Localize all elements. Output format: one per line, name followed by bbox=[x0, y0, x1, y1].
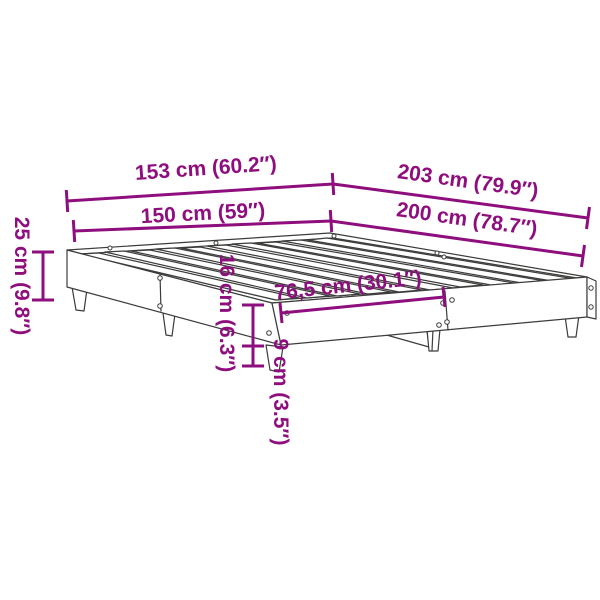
rail-and-clearance-dimension-line bbox=[242, 303, 264, 368]
center-support-foot bbox=[426, 328, 441, 352]
inner-length-dimension-line bbox=[330, 219, 586, 268]
leg-middle-left bbox=[162, 312, 176, 337]
slat bbox=[180, 246, 423, 293]
rail-height-label: 16 cm (6.3″) bbox=[215, 254, 238, 373]
overall-width-label: 153 cm (60.2″) bbox=[134, 152, 277, 185]
overall-length-dimension-line bbox=[332, 182, 591, 230]
slat bbox=[130, 249, 361, 297]
total-height-label: 25 cm (9.8″) bbox=[10, 217, 33, 336]
slat bbox=[104, 250, 331, 299]
bed-frame-illustration bbox=[66, 232, 597, 373]
leg-front-corner bbox=[265, 344, 284, 373]
total-height-dimension-line bbox=[32, 250, 54, 302]
center-support-dimension-line bbox=[278, 286, 447, 324]
floor-clearance-label: 9 cm (3.5″) bbox=[269, 339, 292, 446]
slat bbox=[155, 247, 392, 295]
slats bbox=[79, 237, 576, 301]
end-cap-face-right bbox=[586, 276, 597, 320]
dimension-lines bbox=[32, 172, 591, 368]
slat bbox=[79, 252, 300, 301]
